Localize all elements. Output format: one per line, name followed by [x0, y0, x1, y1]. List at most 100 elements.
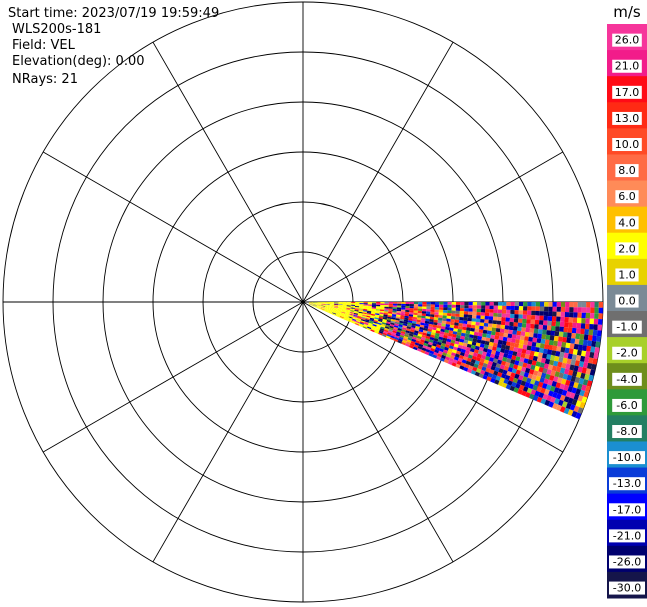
velocity-gate	[509, 346, 515, 352]
velocity-gate	[551, 365, 558, 372]
velocity-gate	[502, 336, 508, 342]
velocity-gate	[498, 336, 504, 341]
velocity-gate	[396, 314, 401, 317]
velocity-gate	[345, 311, 350, 313]
velocity-gate	[493, 358, 499, 364]
velocity-gate	[480, 308, 486, 313]
velocity-gate	[573, 343, 579, 350]
velocity-gate	[400, 315, 405, 318]
velocity-gate	[555, 393, 562, 400]
velocity-gate	[561, 302, 566, 307]
velocity-gate	[388, 308, 393, 311]
velocity-gate	[375, 311, 380, 314]
velocity-gate	[520, 353, 526, 359]
colorbar-tick-label: -1.0	[616, 321, 637, 334]
velocity-gate	[332, 311, 337, 314]
velocity-gate	[382, 320, 387, 324]
velocity-gate	[453, 343, 459, 348]
velocity-gate	[539, 377, 545, 383]
velocity-gate	[400, 332, 405, 337]
velocity-gate	[501, 360, 507, 366]
velocity-gate	[456, 334, 461, 339]
velocity-gate	[453, 328, 458, 332]
velocity-gate	[363, 307, 368, 310]
velocity-gate	[447, 302, 452, 305]
velocity-gate	[412, 346, 418, 351]
radar-name-label: WLS200s-181	[12, 22, 102, 37]
velocity-gate	[308, 303, 313, 304]
velocity-gate	[333, 308, 338, 310]
velocity-gate	[345, 310, 351, 312]
velocity-gate	[346, 302, 351, 304]
velocity-gate	[523, 306, 528, 311]
velocity-gate	[575, 400, 582, 408]
velocity-gate	[371, 326, 376, 330]
velocity-gate	[354, 311, 359, 314]
velocity-gate	[347, 319, 352, 323]
velocity-gate	[433, 322, 438, 326]
velocity-gate	[418, 331, 423, 335]
velocity-gate	[395, 319, 400, 323]
velocity-gate	[530, 323, 535, 329]
velocity-gate	[514, 306, 519, 311]
velocity-gate	[453, 356, 459, 361]
velocity-gate	[405, 330, 410, 334]
velocity-gate	[444, 329, 450, 334]
velocity-gate	[355, 302, 360, 304]
velocity-gate	[320, 308, 325, 311]
velocity-gate	[349, 313, 354, 316]
velocity-gate	[429, 316, 435, 320]
velocity-gate	[569, 307, 574, 313]
velocity-gate	[465, 360, 471, 366]
velocity-gate	[334, 302, 339, 304]
velocity-gate	[415, 323, 421, 327]
velocity-gate	[423, 327, 428, 332]
velocity-gate	[563, 327, 569, 333]
velocity-gate	[478, 361, 484, 367]
velocity-gate	[452, 359, 458, 364]
velocity-gate	[451, 302, 456, 305]
velocity-gate	[489, 369, 495, 375]
velocity-gate	[308, 304, 313, 306]
velocity-gate	[447, 310, 452, 314]
velocity-gate	[401, 307, 406, 310]
velocity-gate	[385, 323, 391, 326]
velocity-gate	[518, 343, 524, 349]
velocity-gate	[512, 351, 518, 357]
velocity-gate	[556, 306, 561, 312]
velocity-gate	[582, 362, 589, 369]
velocity-gate	[586, 302, 591, 308]
velocity-gate	[381, 322, 387, 325]
velocity-gate	[470, 324, 476, 329]
velocity-gate	[350, 307, 355, 309]
velocity-gate	[441, 320, 447, 324]
velocity-gate	[337, 308, 342, 311]
velocity-gate	[430, 309, 435, 313]
velocity-gate	[379, 312, 384, 315]
velocity-gate	[457, 325, 463, 330]
velocity-gate	[422, 332, 427, 336]
velocity-gate	[425, 316, 430, 319]
velocity-gate	[520, 331, 526, 337]
velocity-gate	[515, 383, 521, 389]
velocity-gate	[329, 307, 334, 310]
velocity-gate	[511, 355, 517, 361]
velocity-gate	[308, 304, 313, 306]
velocity-gate	[432, 340, 438, 345]
velocity-gate	[562, 337, 567, 343]
velocity-gate	[456, 331, 462, 336]
velocity-gate	[573, 393, 580, 401]
velocity-gate	[521, 323, 527, 328]
velocity-gate	[334, 303, 339, 304]
velocity-gate	[341, 311, 346, 314]
velocity-gate	[413, 310, 418, 313]
velocity-gate	[536, 356, 542, 363]
velocity-gate	[501, 313, 507, 318]
velocity-gate	[487, 345, 493, 350]
colorbar-tick-label: -17.0	[613, 503, 641, 516]
velocity-gate	[466, 327, 471, 332]
velocity-gate	[451, 307, 456, 311]
velocity-gate	[479, 322, 485, 327]
velocity-gate	[471, 341, 477, 346]
velocity-gate	[375, 307, 381, 310]
